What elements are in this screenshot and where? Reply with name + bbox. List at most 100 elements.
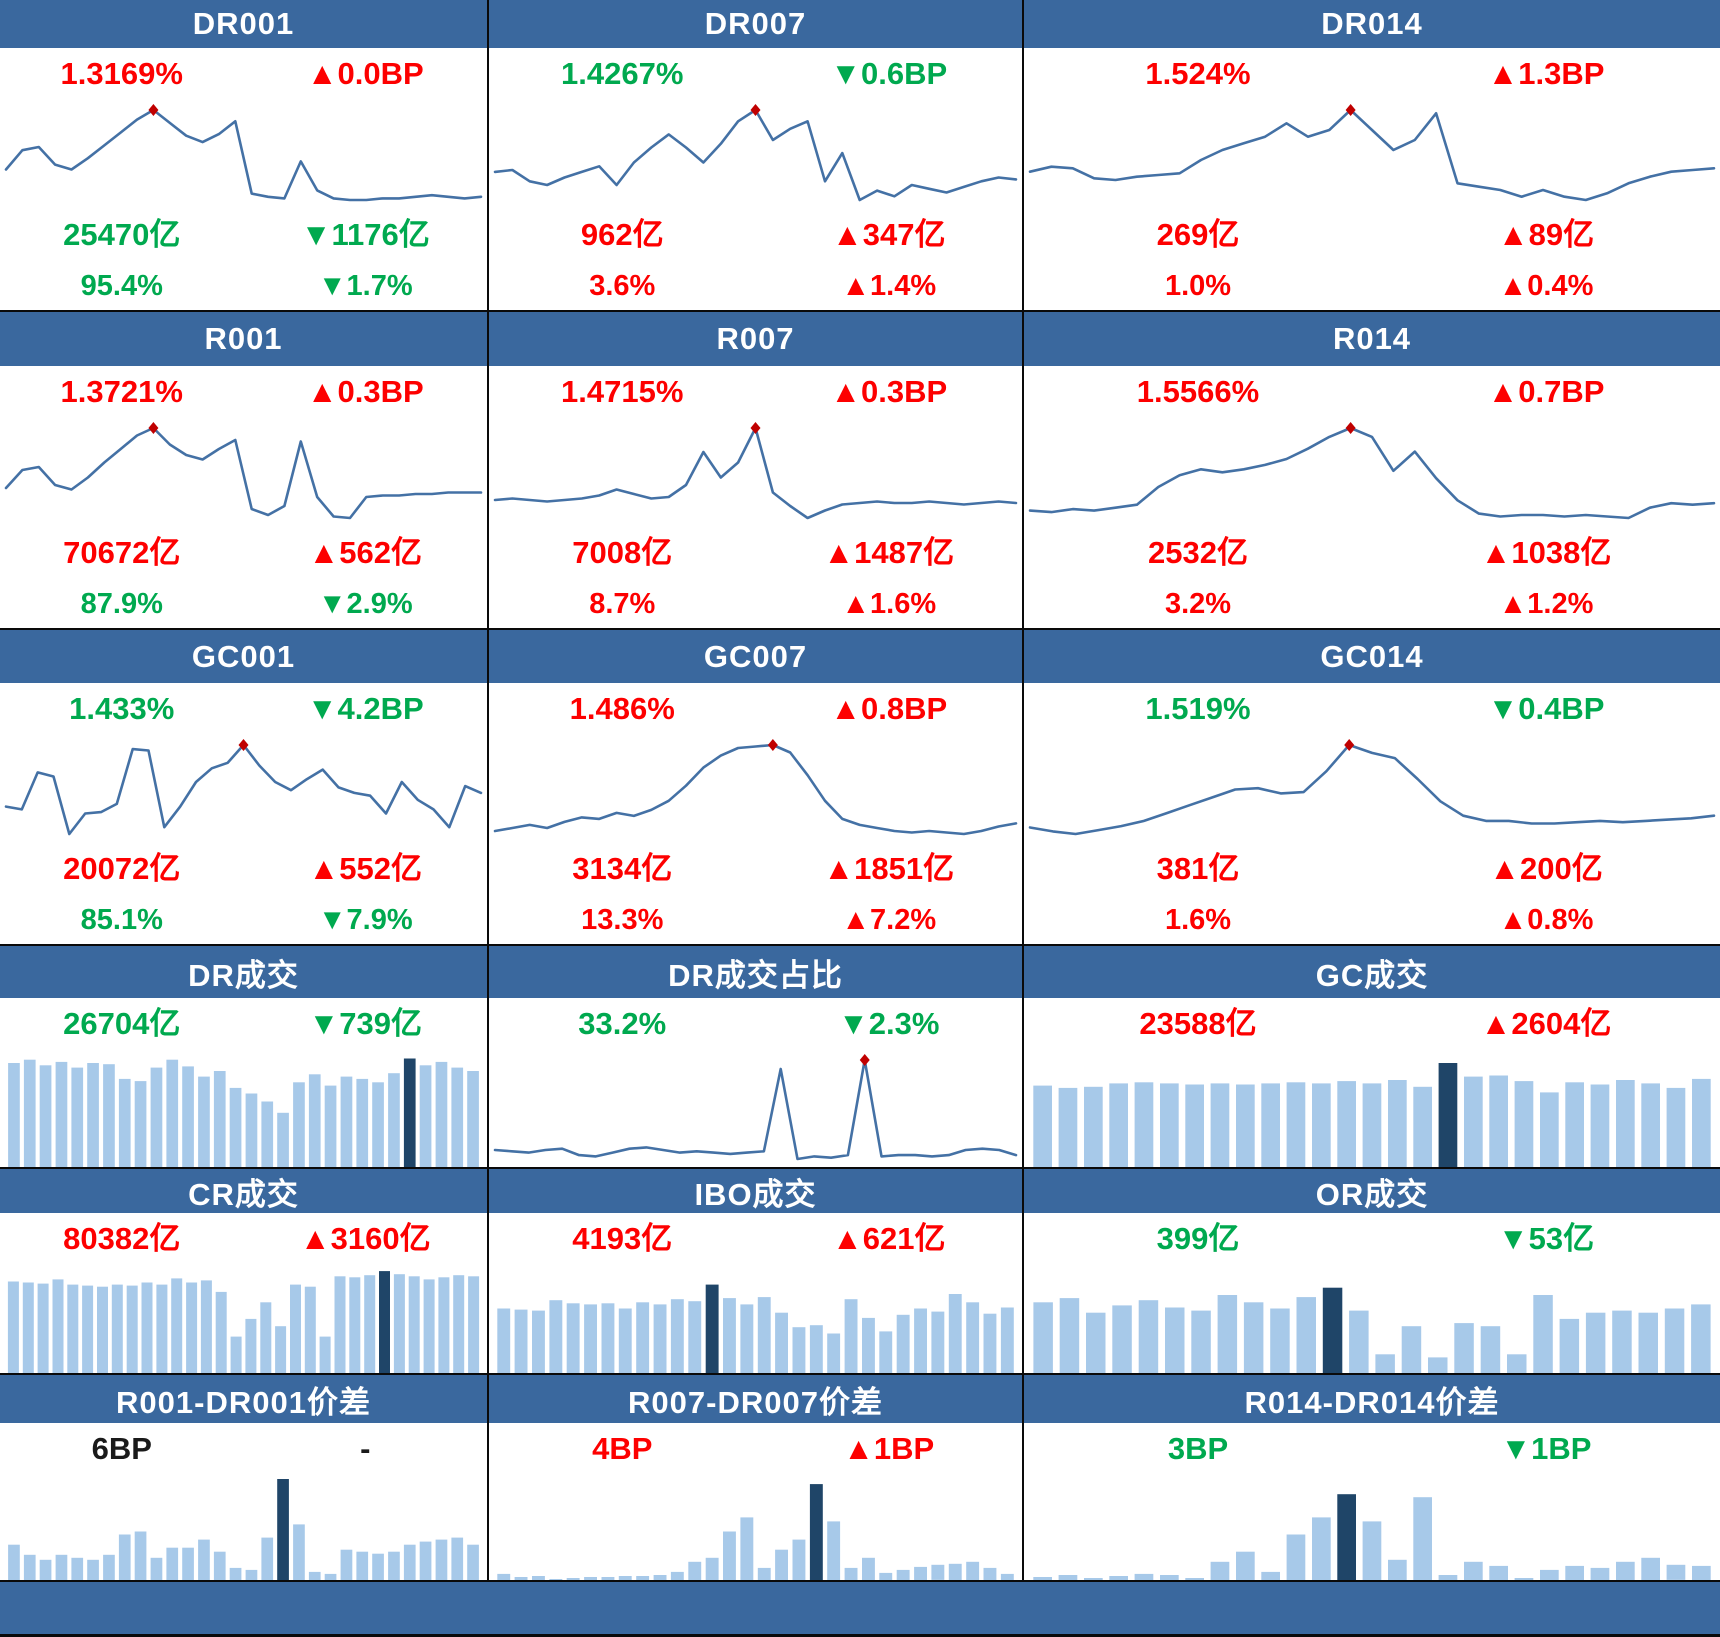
bar [1000, 1573, 1014, 1580]
GC007-change: ▲1851亿 [823, 850, 955, 886]
bar [1217, 1295, 1238, 1373]
GC014-chart-area [1024, 735, 1720, 842]
bar [349, 1277, 361, 1373]
bar [356, 1551, 369, 1580]
bar [166, 1059, 179, 1167]
bar [304, 1286, 316, 1373]
DR014-change: ▲0.4% [1498, 269, 1594, 302]
bar [1638, 1312, 1658, 1373]
panel-R001-DR001-spread: R001-DR001价差 6BP - [0, 1375, 489, 1580]
bar [1691, 1304, 1711, 1373]
bar [844, 1299, 858, 1373]
bar [1514, 1081, 1534, 1167]
bar [931, 1311, 945, 1373]
DR-volume-share-sparkline [493, 1058, 1018, 1161]
DR014-chart-area [1024, 100, 1720, 208]
panel-title-R014-DR014-spread: R014-DR014价差 [1024, 1375, 1720, 1423]
bar [1349, 1310, 1369, 1373]
OR-volume-chart-area [1024, 1265, 1720, 1373]
stat-row: 7008亿 ▲1487亿 [489, 526, 1022, 580]
bar [914, 1566, 927, 1580]
stat-row: 1.486% ▲0.8BP [489, 683, 1022, 735]
bar [1084, 1086, 1103, 1167]
R001-DR001-spread-chart [8, 1479, 479, 1580]
bar [118, 1534, 131, 1580]
dashboard-row-2: R001 1.3721% ▲0.3BP 70672亿 ▲562亿 87.9% ▼2.9% R0… [0, 312, 1720, 630]
bar [1585, 1312, 1606, 1373]
panel-R001: R001 1.3721% ▲0.3BP 70672亿 ▲562亿 87.9% ▼2.9% [0, 312, 489, 628]
R014-value: 1.5566% [1136, 373, 1260, 409]
bar [1165, 1307, 1185, 1373]
bar [215, 1291, 227, 1373]
dashboard-row-1: DR001 1.3169% ▲0.0BP 25470亿 ▼1176亿 95.4% ▼1.7%… [0, 0, 1720, 312]
bar [914, 1308, 927, 1373]
stat-row: 269亿 ▲89亿 [1024, 208, 1720, 262]
DR014-sparkline [1028, 108, 1716, 202]
panel-R014: R014 1.5566% ▲0.7BP 2532亿 ▲1038亿 3.2% ▲1.2% [1024, 312, 1720, 628]
R001-DR001-spread-change: - [360, 1430, 371, 1466]
GC014-value: 1.6% [1164, 903, 1232, 936]
bar [198, 1539, 210, 1580]
R007-DR007-spread-value: 4BP [592, 1430, 653, 1466]
DR007-value: 1.4267% [561, 55, 684, 91]
bar [1362, 1521, 1382, 1580]
bar [1454, 1323, 1474, 1373]
GC007-change: ▲7.2% [841, 903, 937, 936]
IBO-volume-change: ▲621亿 [832, 1220, 946, 1256]
bar [948, 1563, 962, 1580]
R007-chart [493, 422, 1018, 520]
R014-value: 2532亿 [1148, 534, 1248, 570]
highlight-bar [403, 1058, 416, 1167]
DR-volume-chart-area [0, 1050, 487, 1167]
DR-volume-change: ▼739亿 [308, 1005, 422, 1041]
bar [653, 1304, 667, 1373]
bar [419, 1065, 432, 1167]
DR-volume-share-value: 33.2% [578, 1005, 667, 1041]
stat-row: 70672亿 ▲562亿 [0, 526, 487, 580]
bar [618, 1308, 632, 1373]
stat-row: 3.2% ▲1.2% [1024, 580, 1720, 628]
bar [1312, 1517, 1331, 1580]
R014-DR014-spread-value: 3BP [1167, 1430, 1229, 1466]
bar [1362, 1083, 1382, 1167]
bar [1185, 1578, 1204, 1580]
bar [213, 1071, 226, 1167]
stat-row: 6BP - [0, 1423, 487, 1475]
bar [67, 1284, 79, 1373]
bar [467, 1544, 479, 1580]
R007-DR007-spread-chart-area [489, 1475, 1022, 1580]
bar [372, 1082, 384, 1167]
bar [134, 1081, 147, 1167]
bar [584, 1577, 597, 1580]
bar [22, 1282, 34, 1373]
bar [809, 1325, 823, 1373]
peak-marker [238, 739, 249, 751]
bar [584, 1304, 597, 1373]
bar [71, 1557, 84, 1580]
bar [566, 1303, 580, 1373]
GC007-value: 1.486% [569, 690, 675, 726]
peak-marker [148, 422, 159, 434]
bar [393, 1274, 405, 1373]
bar [1270, 1308, 1290, 1373]
bar [419, 1541, 432, 1580]
GC007-chart-area [489, 735, 1022, 842]
bar [1236, 1551, 1255, 1580]
stat-row: 95.4% ▼1.7% [0, 262, 487, 310]
bar [103, 1064, 115, 1167]
panel-DR-volume: DR成交 26704亿 ▼739亿 [0, 946, 489, 1167]
panel-title-GC007: GC007 [489, 630, 1022, 683]
CR-volume-change: ▲3160亿 [299, 1220, 431, 1256]
peak-marker [1344, 739, 1355, 751]
bar [1210, 1561, 1230, 1580]
R014-change: ▲0.7BP [1487, 373, 1605, 409]
bar [39, 1065, 52, 1167]
panel-title-DR014: DR014 [1024, 0, 1720, 48]
bar [532, 1576, 545, 1580]
highlight-bar [705, 1284, 719, 1373]
bar [364, 1275, 376, 1373]
bar [171, 1278, 183, 1373]
bar [245, 1569, 258, 1580]
bar [775, 1312, 788, 1373]
bar [150, 1557, 163, 1580]
